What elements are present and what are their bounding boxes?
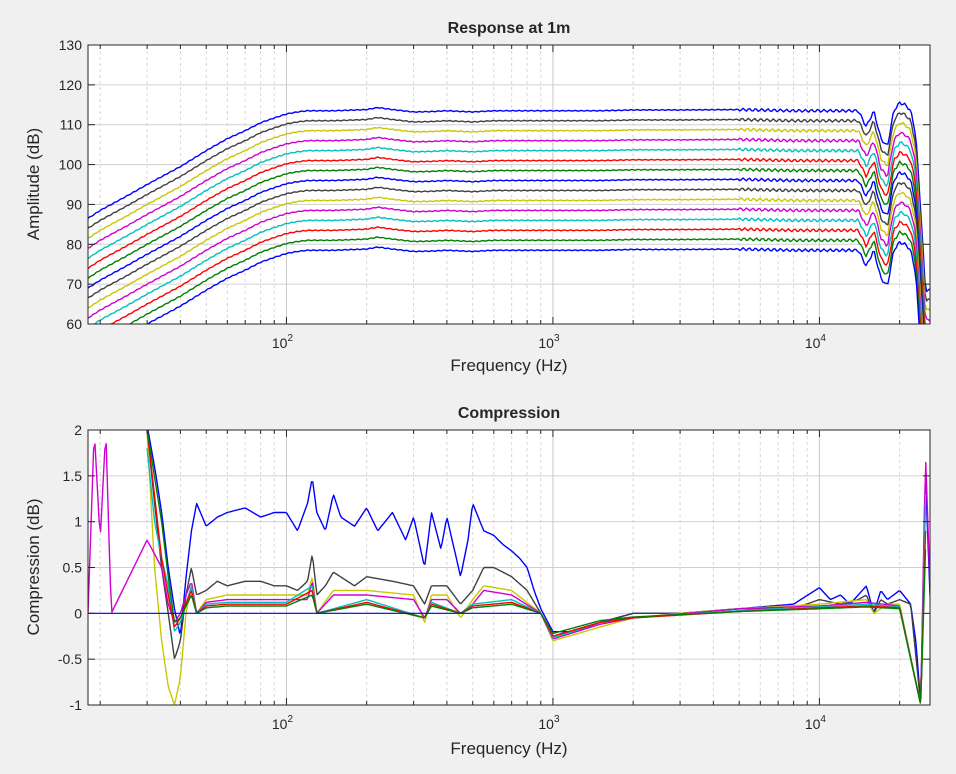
response-x-tick-label: 102 [272, 333, 294, 351]
compression-x-tick-label: 102 [272, 714, 294, 732]
response-plot-area [88, 45, 930, 324]
response-x-label: Frequency (Hz) [450, 356, 567, 375]
response-series-line-8 [88, 182, 924, 324]
compression-x-tick-label: 104 [805, 714, 827, 732]
response-chart: 60 70 80 90 100 110 120 130 102 103 104 Response a… [24, 20, 931, 375]
compression-y-tick-label: -1 [70, 697, 83, 713]
response-series-line-6 [88, 160, 925, 324]
response-y-label: Amplitude (dB) [24, 128, 43, 240]
response-series-line-7 [88, 171, 925, 324]
response-y-tick-label: 80 [66, 236, 82, 252]
response-ticks: 60 70 80 90 100 110 120 130 102 103 104 [59, 37, 930, 351]
response-series-line-1 [88, 112, 930, 302]
compression-series-line-6 [146, 430, 927, 704]
response-series-line-11 [92, 210, 922, 324]
response-y-tick-label: 130 [59, 37, 83, 53]
response-x-tick-label: 103 [538, 333, 560, 351]
response-series-line-10 [88, 201, 923, 324]
compression-y-tick-label: 1 [74, 514, 82, 530]
response-grid [88, 44, 930, 325]
response-series [88, 101, 930, 324]
compression-series-line-0 [147, 430, 930, 700]
response-y-tick-label: 100 [59, 157, 83, 173]
response-y-tick-label: 70 [66, 276, 82, 292]
response-series-line-2 [88, 121, 930, 312]
compression-y-label: Compression (dB) [24, 499, 43, 636]
compression-y-tick-label: 2 [74, 422, 82, 438]
compression-ticks: -1 -0.5 0 0.5 1 1.5 2 102 103 104 [58, 422, 930, 732]
response-series-line-13 [127, 230, 921, 324]
response-series-line-12 [109, 220, 922, 324]
response-y-tick-label: 110 [60, 117, 83, 133]
compression-title: Compression [458, 405, 560, 422]
response-y-tick-label: 120 [59, 77, 83, 93]
response-series-line-9 [88, 191, 923, 324]
compression-y-tick-label: -0.5 [58, 651, 82, 667]
compression-y-tick-label: 0 [74, 605, 82, 621]
response-series-line-0 [88, 101, 930, 293]
compression-x-label: Frequency (Hz) [450, 739, 567, 758]
response-series-line-3 [88, 131, 930, 322]
compression-chart: -1 -0.5 0 0.5 1 1.5 2 102 103 104 Compression Fre… [24, 405, 931, 758]
response-y-tick-label: 90 [66, 196, 82, 212]
compression-x-tick-label: 103 [538, 714, 560, 732]
response-axes-box [87, 44, 931, 325]
compression-y-tick-label: 1.5 [63, 468, 83, 484]
response-series-line-5 [88, 150, 926, 324]
response-series-line-14 [145, 240, 920, 324]
response-y-tick-label: 60 [66, 316, 82, 332]
response-title: Response at 1m [448, 20, 571, 37]
compression-series [88, 430, 930, 705]
compression-y-tick-label: 0.5 [63, 560, 83, 576]
compression-series-line-3 [88, 443, 930, 704]
response-series-line-4 [88, 141, 927, 324]
response-x-tick-label: 104 [805, 333, 827, 351]
